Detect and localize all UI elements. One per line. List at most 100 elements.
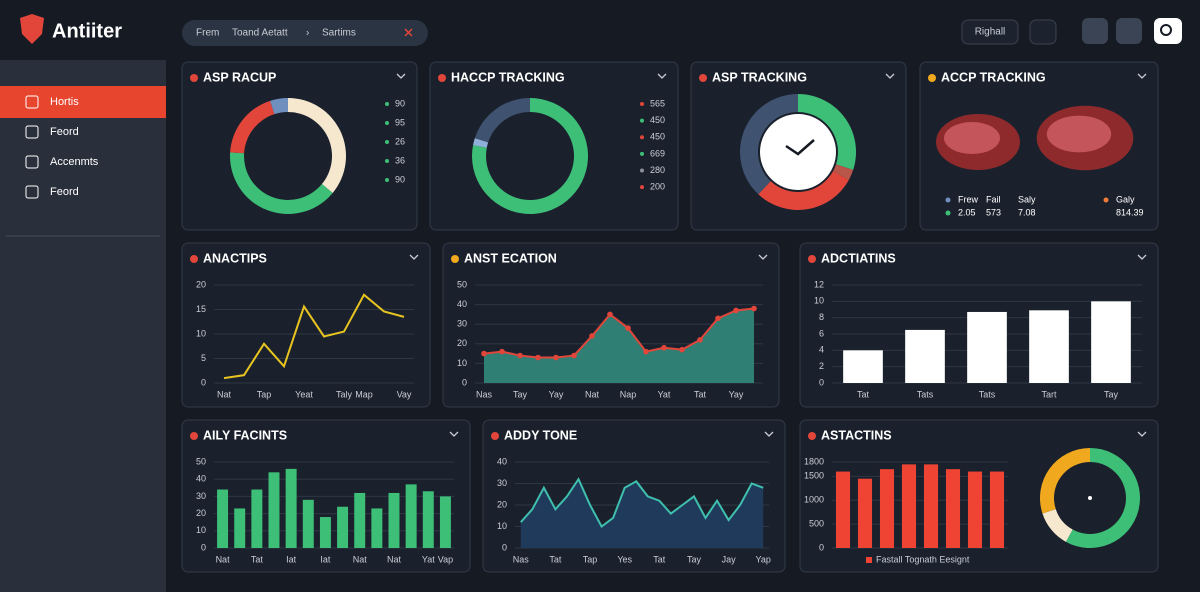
y-tick-label: 30 bbox=[497, 478, 507, 488]
x-tick-label: Nap bbox=[620, 389, 637, 399]
donut-segment bbox=[288, 98, 346, 193]
button[interactable] bbox=[961, 19, 1019, 45]
x-tick-label: Vay bbox=[397, 389, 412, 399]
item-icon bbox=[25, 155, 39, 169]
marker bbox=[499, 348, 505, 355]
bar bbox=[234, 508, 246, 548]
marker bbox=[517, 352, 523, 359]
line bbox=[483, 307, 755, 359]
bar bbox=[923, 464, 939, 548]
y-tick-label: 15 bbox=[196, 304, 206, 314]
table-value: 814.39 bbox=[1116, 207, 1144, 217]
legend-value: 669 bbox=[650, 148, 665, 158]
y-tick-label: 10 bbox=[457, 358, 467, 368]
bar bbox=[302, 499, 314, 548]
x-tick-label: Nat bbox=[353, 554, 368, 564]
y-tick-label: 20 bbox=[497, 499, 507, 509]
y-tick-label: 0 bbox=[201, 542, 206, 552]
y-tick-label: 50 bbox=[196, 456, 206, 466]
donut-center bbox=[1088, 496, 1092, 500]
table-value: 2.05 bbox=[958, 207, 976, 217]
legend-dot bbox=[640, 151, 644, 156]
legend-value: 26 bbox=[395, 136, 405, 146]
bar bbox=[1091, 301, 1131, 383]
y-tick-label: 20 bbox=[196, 279, 206, 289]
area bbox=[520, 479, 764, 548]
panel-dot bbox=[699, 74, 707, 82]
icon-button[interactable] bbox=[1082, 18, 1108, 44]
legend-dot bbox=[385, 140, 389, 144]
item-icon bbox=[25, 95, 39, 109]
chevron bbox=[449, 431, 459, 437]
icon-button[interactable] bbox=[1029, 19, 1057, 45]
y-tick-label: 12 bbox=[814, 279, 824, 289]
y-tick-label: 10 bbox=[196, 525, 206, 535]
marker bbox=[751, 305, 757, 312]
sidebar-item: Feord bbox=[50, 186, 79, 198]
x-tick-label: Tat bbox=[857, 389, 870, 399]
bar bbox=[989, 471, 1005, 548]
donut-segment bbox=[230, 100, 275, 154]
y-tick-label: 40 bbox=[497, 456, 507, 466]
x-tick-label: Tap bbox=[583, 554, 598, 564]
x-tick-label: Tat bbox=[653, 554, 666, 564]
panel-dot bbox=[928, 74, 936, 82]
panel-title: HACCP TRACKING bbox=[451, 70, 565, 84]
bar bbox=[354, 492, 366, 548]
x-tick-label: Vap bbox=[438, 554, 453, 564]
panel bbox=[181, 242, 431, 408]
legend-dot bbox=[640, 185, 644, 190]
search-button[interactable] bbox=[1154, 18, 1182, 44]
y-tick-label: 4 bbox=[819, 345, 824, 355]
legend-dot bbox=[385, 159, 389, 163]
x-tick-label: Jay bbox=[722, 554, 737, 564]
panel-dot bbox=[491, 432, 499, 440]
y-tick-label: 0 bbox=[201, 377, 206, 387]
x-tick-label: Tats bbox=[979, 389, 996, 399]
chevron bbox=[764, 431, 774, 437]
search-text: Toand Aetatt bbox=[232, 28, 288, 39]
marker bbox=[553, 354, 559, 361]
search-bar[interactable] bbox=[182, 20, 428, 46]
table-header: Frew bbox=[958, 194, 979, 204]
x-tick-label: Nat bbox=[216, 554, 231, 564]
item-icon bbox=[25, 125, 39, 139]
legend-value: 90 bbox=[395, 98, 405, 108]
panel-title: ASTACTINS bbox=[821, 428, 892, 442]
bar bbox=[1029, 310, 1069, 383]
panel-title: AILY FACINTS bbox=[203, 428, 287, 442]
bar bbox=[967, 471, 983, 548]
clear-icon[interactable] bbox=[404, 28, 413, 37]
line bbox=[520, 477, 764, 528]
x-tick-label: Nat bbox=[585, 389, 600, 399]
panel-title: ASP TRACKING bbox=[712, 70, 807, 84]
bar bbox=[217, 489, 229, 548]
table-value: 573 bbox=[986, 207, 1001, 217]
active-item[interactable] bbox=[0, 86, 166, 118]
marker bbox=[697, 337, 703, 343]
marker bbox=[607, 311, 613, 318]
y-tick-label: 1500 bbox=[804, 471, 824, 481]
logo: Antiiter bbox=[52, 20, 122, 42]
table-header: Fail bbox=[986, 194, 1001, 204]
donut-segment bbox=[833, 164, 854, 180]
logo-icon bbox=[20, 14, 44, 44]
chevron bbox=[1137, 254, 1147, 260]
bar bbox=[285, 468, 297, 548]
x-tick-label: Iat bbox=[286, 554, 297, 564]
legend-value: 95 bbox=[395, 117, 405, 127]
chevron bbox=[409, 254, 419, 260]
marker bbox=[733, 307, 739, 314]
donut-segment bbox=[798, 94, 856, 170]
y-tick-label: 10 bbox=[814, 296, 824, 306]
table-header: Saly bbox=[1018, 194, 1036, 204]
x-tick-label: Tat bbox=[251, 554, 264, 564]
line bbox=[223, 293, 405, 380]
legend-value: 450 bbox=[650, 115, 665, 125]
meat-image bbox=[1046, 115, 1112, 153]
meat-image bbox=[944, 122, 1000, 154]
icon-button[interactable] bbox=[1116, 18, 1142, 44]
panel-title: ADDY TONE bbox=[504, 428, 577, 442]
x-tick-label: Yay bbox=[729, 389, 744, 399]
